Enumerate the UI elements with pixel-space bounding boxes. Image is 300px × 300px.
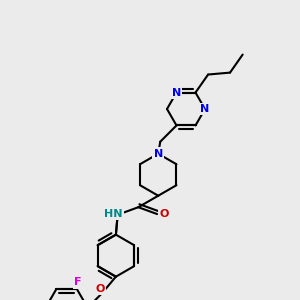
Text: HN: HN (104, 209, 123, 219)
Text: N: N (172, 88, 181, 98)
Text: N: N (200, 104, 210, 114)
Text: O: O (159, 209, 169, 219)
Text: F: F (74, 278, 82, 287)
Text: O: O (95, 284, 104, 293)
Text: N: N (154, 149, 163, 159)
